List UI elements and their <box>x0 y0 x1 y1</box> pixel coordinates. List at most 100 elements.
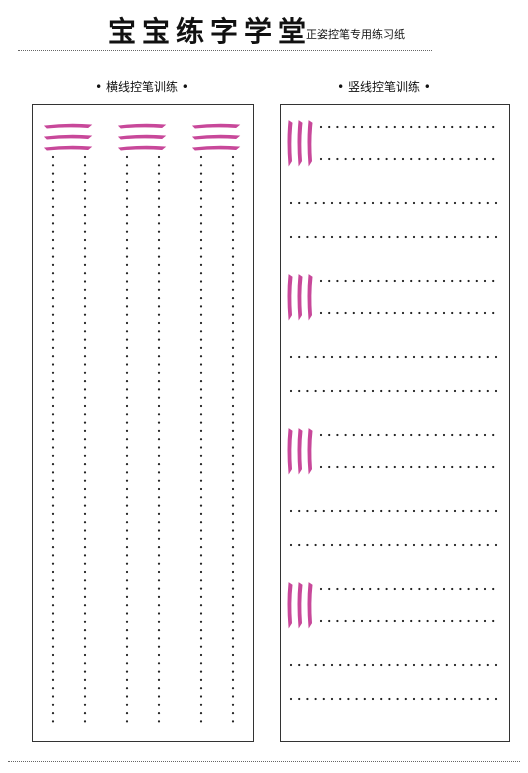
guide-dot <box>478 663 481 667</box>
guide-dot <box>319 125 323 129</box>
guide-dot <box>486 235 489 239</box>
guide-dot <box>51 255 55 258</box>
guide-dot <box>157 695 161 698</box>
guide-dot <box>344 465 347 469</box>
guide-dot <box>492 157 495 161</box>
vertical-guide-stroke <box>307 428 313 475</box>
guide-dot <box>199 338 203 341</box>
guide-dot <box>470 201 473 205</box>
guide-dot <box>51 230 55 233</box>
guide-dot <box>483 311 487 315</box>
guide-dot <box>83 330 87 333</box>
guide-dot <box>322 543 325 547</box>
guide-dot <box>355 663 358 667</box>
guide-dot <box>426 157 429 161</box>
guide-dot <box>347 697 350 701</box>
guide-dot <box>462 235 465 239</box>
guide-dot <box>231 396 235 399</box>
guide-dot <box>157 678 161 682</box>
guide-dot <box>483 279 487 283</box>
guide-dot <box>199 172 203 175</box>
guide-dot <box>51 338 55 341</box>
guide-dot <box>306 201 309 205</box>
guide-dot <box>51 388 55 391</box>
guide-dot <box>478 543 481 547</box>
guide-dot <box>426 433 429 437</box>
guide-dot <box>470 355 473 359</box>
guide-dot <box>494 389 498 393</box>
guide-dot <box>199 612 203 615</box>
guide-dot <box>453 509 457 513</box>
vertical-guide-stroke <box>287 274 293 321</box>
guide-dot <box>51 305 55 308</box>
guide-dot <box>51 687 55 690</box>
guide-dot <box>475 157 478 161</box>
guide-dot <box>51 180 55 183</box>
guide-dot <box>401 465 405 469</box>
guide-dot <box>199 504 203 507</box>
guide-dot <box>401 125 405 129</box>
guide-dot <box>418 311 421 315</box>
guide-dot <box>157 164 161 167</box>
guide-dot <box>51 546 55 549</box>
guide-dot <box>83 637 87 640</box>
guide-dot <box>314 697 317 701</box>
dotted-horizontal-line <box>319 619 495 623</box>
guide-dot <box>51 205 55 208</box>
guide-dot <box>380 355 383 359</box>
guide-dot <box>125 404 129 408</box>
guide-dot <box>125 180 129 183</box>
guide-dot <box>385 619 388 623</box>
guide-dot <box>451 311 454 315</box>
guide-dot <box>83 263 87 266</box>
guide-dot <box>157 579 161 582</box>
guide-dot <box>51 155 55 159</box>
guide-dot <box>231 330 235 333</box>
guide-dot <box>125 413 129 416</box>
guide-dot <box>157 637 161 640</box>
guide-dot <box>125 363 129 366</box>
guide-dot <box>199 570 203 574</box>
guide-dot <box>298 663 301 667</box>
guide-dot <box>83 421 87 424</box>
guide-dot <box>453 697 457 701</box>
guide-dot <box>360 125 364 129</box>
guide-dot <box>363 235 366 239</box>
guide-dot <box>51 629 55 632</box>
guide-dot <box>83 504 87 507</box>
guide-dot <box>369 157 372 161</box>
vertical-guide-stroke <box>287 582 293 629</box>
guide-dot <box>231 579 235 582</box>
guide-dot <box>421 509 424 513</box>
guide-dot <box>330 697 334 701</box>
guide-dot <box>83 255 87 258</box>
guide-dot <box>231 155 235 159</box>
guide-dot <box>83 579 87 582</box>
guide-dot <box>199 512 203 515</box>
vertical-practice-grid <box>287 120 498 701</box>
guide-dot <box>231 645 235 648</box>
guide-dot <box>462 543 465 547</box>
guide-dot <box>388 389 391 393</box>
dotted-horizontal-line <box>319 465 495 469</box>
guide-dot <box>231 388 235 391</box>
guide-dot <box>328 465 331 469</box>
guide-dot <box>199 637 203 640</box>
guide-dot <box>483 587 487 591</box>
guide-dot <box>51 355 55 358</box>
guide-dot <box>377 279 380 283</box>
guide-dot <box>199 363 203 366</box>
guide-dot <box>125 305 129 308</box>
guide-dot <box>393 465 396 469</box>
dotted-horizontal-line <box>289 355 498 359</box>
guide-dot <box>453 543 457 547</box>
guide-dot <box>404 663 407 667</box>
guide-dot <box>483 619 487 623</box>
guide-dot <box>388 509 391 513</box>
guide-dot <box>199 205 203 208</box>
guide-dot <box>344 125 347 129</box>
guide-dot <box>125 355 129 358</box>
guide-dot <box>380 389 383 393</box>
guide-dot <box>83 595 87 598</box>
guide-dot <box>437 543 440 547</box>
